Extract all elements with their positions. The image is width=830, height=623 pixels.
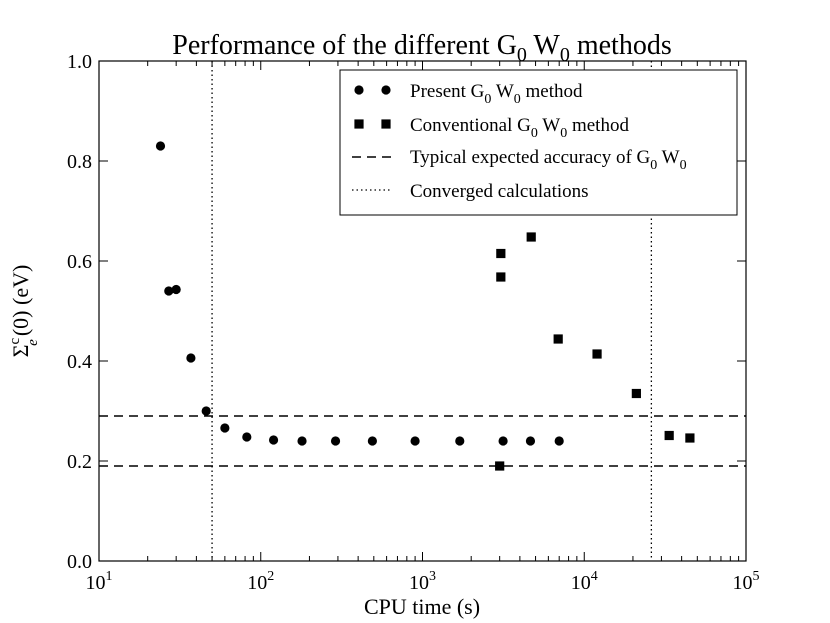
present-point-11 [410,436,420,446]
y-tick-label: 0.6 [67,251,92,273]
legend-square-marker [381,119,391,129]
legend-square-marker [354,119,364,129]
legend-label-converged: Converged calculations [410,181,589,202]
axis-ticks: 101 102 103 104 105 0.0 0.2 0.4 0.6 0.8 1.0 [67,51,760,594]
y-tick-label: 0.8 [67,151,92,173]
conventional-point-4 [553,334,563,344]
conventional-point-8 [685,433,695,443]
present-point-5 [220,423,230,433]
present-point-10 [367,436,377,446]
present-point-2 [171,284,181,295]
plot-reference-lines [99,61,746,561]
legend-label-accuracy: Typical expected accuracy of G0 W0 [410,147,687,173]
x-tick-label: 102 [247,569,274,594]
y-axis-label: Σc e(0) (eV) [7,265,41,358]
conventional-point-3 [526,232,536,242]
conventional-point-6 [631,388,641,399]
present-point-9 [330,436,341,446]
present-point-8 [297,436,307,446]
legend-label-present: Present G0 W0 method [410,81,583,107]
conventional-point-7 [664,430,674,441]
conventional-point-2 [496,272,506,282]
y-tick-label: 0.2 [67,451,92,473]
conventional-point-5 [592,349,602,359]
present-point-14 [525,436,536,446]
present-point-15 [554,436,564,446]
legend-label-conventional: Conventional G0 W0 method [410,115,629,141]
present-point-3 [186,353,196,363]
present-point-6 [242,432,252,442]
legend-circle-marker [354,85,364,95]
present-point-1 [164,286,174,296]
legend-circle-marker [381,85,391,95]
present-point-12 [455,436,465,446]
x-tick-label: 105 [733,569,760,594]
conventional-point-1 [496,248,506,259]
y-tick-label: 1.0 [67,51,92,73]
legend-box [339,69,738,216]
x-tick-label: 104 [571,569,598,594]
x-tick-label: 101 [86,569,113,594]
legend-markers [352,85,392,191]
x-axis-label: CPU time (s) [364,594,480,619]
x-tick-label: 103 [409,569,436,594]
y-tick-label: 0.4 [67,351,92,373]
present-point-13 [498,436,508,446]
conventional-point-0 [495,461,505,471]
present-point-0 [155,141,166,151]
present-point-7 [268,435,279,445]
chart-title: Performance of the different G0 W0 metho… [172,30,671,66]
plot-data-marks [155,141,695,471]
y-tick-label: 0.0 [67,551,92,573]
present-point-4 [201,406,211,416]
legend: Present G0 W0 method Conventional G0 W0 … [339,69,738,216]
